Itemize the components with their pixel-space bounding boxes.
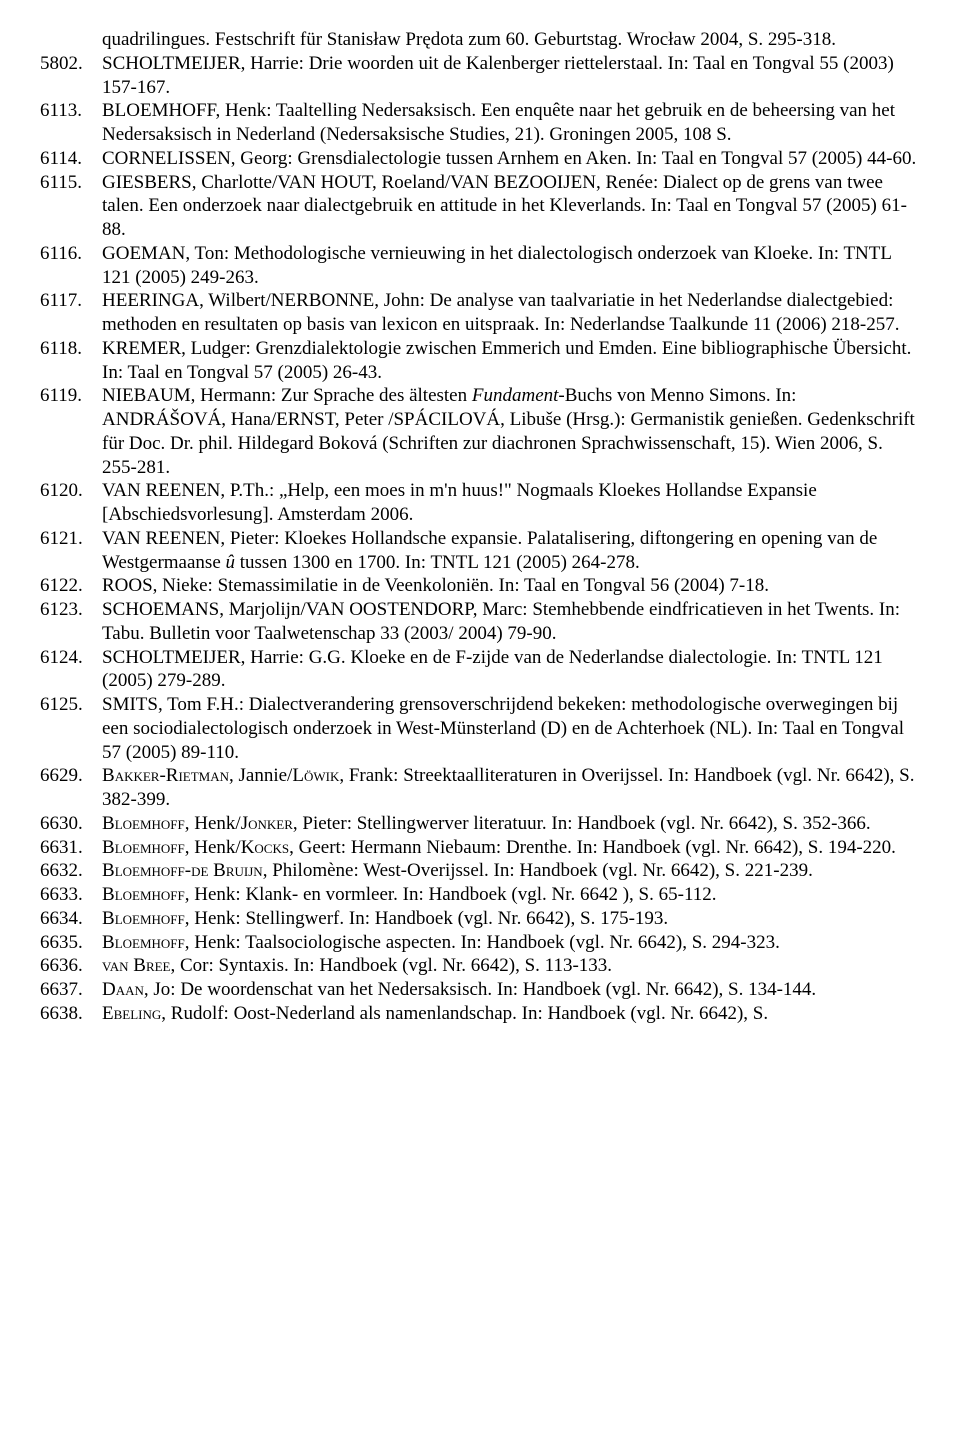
entry-text: SMITS, Tom F.H.: Dialectverandering gren… [102, 693, 920, 764]
bibliography-entry: 6636.van Bree, Cor: Syntaxis. In: Handbo… [40, 954, 920, 978]
entry-number: 6113. [40, 99, 102, 147]
bibliography-entry: 6119.NIEBAUM, Hermann: Zur Sprache des ä… [40, 384, 920, 479]
bibliography-entry: 6123.SCHOEMANS, Marjolijn/VAN OOSTENDORP… [40, 598, 920, 646]
entry-number: 6631. [40, 836, 102, 860]
entry-number: 5802. [40, 52, 102, 100]
entry-text: CORNELISSEN, Georg: Grensdialectologie t… [102, 147, 920, 171]
entry-text: Bloemhoff-de Bruijn, Philomène: West-Ove… [102, 859, 920, 883]
bibliography-entry: 6632.Bloemhoff-de Bruijn, Philomène: Wes… [40, 859, 920, 883]
entry-number: 6118. [40, 337, 102, 385]
bibliography-entry: 6124.SCHOLTMEIJER, Harrie: G.G. Kloeke e… [40, 646, 920, 694]
bibliography-entry: 6634.Bloemhoff, Henk: Stellingwerf. In: … [40, 907, 920, 931]
entry-text: SCHOLTMEIJER, Harrie: Drie woorden uit d… [102, 52, 920, 100]
bibliography-entry: 6125.SMITS, Tom F.H.: Dialectverandering… [40, 693, 920, 764]
bibliography-entry: 6116.GOEMAN, Ton: Methodologische vernie… [40, 242, 920, 290]
bibliography-entry: 6122.ROOS, Nieke: Stemassimilatie in de … [40, 574, 920, 598]
entry-text: Bloemhoff, Henk/Jonker, Pieter: Stelling… [102, 812, 920, 836]
entry-text: Bloemhoff, Henk: Taalsociologische aspec… [102, 931, 920, 955]
entry-number: 6121. [40, 527, 102, 575]
entry-number: 6115. [40, 171, 102, 242]
entry-number: 6632. [40, 859, 102, 883]
entry-number: 6117. [40, 289, 102, 337]
entry-text: Bloemhoff, Henk: Stellingwerf. In: Handb… [102, 907, 920, 931]
entry-number: 6123. [40, 598, 102, 646]
bibliography-entry: 6114.CORNELISSEN, Georg: Grensdialectolo… [40, 147, 920, 171]
entry-text: HEERINGA, Wilbert/NERBONNE, John: De ana… [102, 289, 920, 337]
bibliography-entry: 6120.VAN REENEN, P.Th.: „Help, een moes … [40, 479, 920, 527]
entry-text: van Bree, Cor: Syntaxis. In: Handboek (v… [102, 954, 920, 978]
entry-number: 6638. [40, 1002, 102, 1026]
bibliography-entry: 6115.GIESBERS, Charlotte/VAN HOUT, Roela… [40, 171, 920, 242]
bibliography-entry: 6121.VAN REENEN, Pieter: Kloekes Holland… [40, 527, 920, 575]
bibliography-entry: 6118.KREMER, Ludger: Grenzdialektologie … [40, 337, 920, 385]
entry-number: 6634. [40, 907, 102, 931]
entry-number: 6120. [40, 479, 102, 527]
entry-text: Bloemhoff, Henk: Klank- en vormleer. In:… [102, 883, 920, 907]
bibliography-entry: 6638.Ebeling, Rudolf: Oost-Nederland als… [40, 1002, 920, 1026]
entry-text: GIESBERS, Charlotte/VAN HOUT, Roeland/VA… [102, 171, 920, 242]
bibliography-entry: 6633.Bloemhoff, Henk: Klank- en vormleer… [40, 883, 920, 907]
entry-text: Ebeling, Rudolf: Oost-Nederland als name… [102, 1002, 920, 1026]
entry-text: GOEMAN, Ton: Methodologische vernieuwing… [102, 242, 920, 290]
entry-text: Bakker-Rietman, Jannie/Löwik, Frank: Str… [102, 764, 920, 812]
bibliography-list: quadrilingues. Festschrift für Stanisław… [40, 28, 920, 1026]
entry-number: 6116. [40, 242, 102, 290]
entry-text: BLOEMHOFF, Henk: Taaltelling Nedersaksis… [102, 99, 920, 147]
entry-number: 6122. [40, 574, 102, 598]
entry-text: VAN REENEN, P.Th.: „Help, een moes in m'… [102, 479, 920, 527]
entry-text: SCHOLTMEIJER, Harrie: G.G. Kloeke en de … [102, 646, 920, 694]
bibliography-entry: 6630.Bloemhoff, Henk/Jonker, Pieter: Ste… [40, 812, 920, 836]
bibliography-entry: 6117.HEERINGA, Wilbert/NERBONNE, John: D… [40, 289, 920, 337]
bibliography-entry: 6113.BLOEMHOFF, Henk: Taaltelling Neders… [40, 99, 920, 147]
entry-number: 6636. [40, 954, 102, 978]
entry-number: 6635. [40, 931, 102, 955]
bibliography-entry: 6631.Bloemhoff, Henk/Kocks, Geert: Herma… [40, 836, 920, 860]
entry-text: ROOS, Nieke: Stemassimilatie in de Veenk… [102, 574, 920, 598]
entry-text: Daan, Jo: De woordenschat van het Neders… [102, 978, 920, 1002]
entry-number: 6114. [40, 147, 102, 171]
entry-number: 6633. [40, 883, 102, 907]
entry-number: 6125. [40, 693, 102, 764]
entry-number: 6124. [40, 646, 102, 694]
entry-number: 6637. [40, 978, 102, 1002]
entry-number: 6119. [40, 384, 102, 479]
entry-text: VAN REENEN, Pieter: Kloekes Hollandsche … [102, 527, 920, 575]
bibliography-entry-continuation: quadrilingues. Festschrift für Stanisław… [40, 28, 920, 52]
entry-number: 6630. [40, 812, 102, 836]
bibliography-entry: 6635.Bloemhoff, Henk: Taalsociologische … [40, 931, 920, 955]
bibliography-entry: 6629.Bakker-Rietman, Jannie/Löwik, Frank… [40, 764, 920, 812]
entry-text: SCHOEMANS, Marjolijn/VAN OOSTENDORP, Mar… [102, 598, 920, 646]
entry-text: NIEBAUM, Hermann: Zur Sprache des ältest… [102, 384, 920, 479]
entry-number: 6629. [40, 764, 102, 812]
bibliography-entry: 5802.SCHOLTMEIJER, Harrie: Drie woorden … [40, 52, 920, 100]
bibliography-entry: 6637.Daan, Jo: De woordenschat van het N… [40, 978, 920, 1002]
entry-text: Bloemhoff, Henk/Kocks, Geert: Hermann Ni… [102, 836, 920, 860]
entry-text: KREMER, Ludger: Grenzdialektologie zwisc… [102, 337, 920, 385]
